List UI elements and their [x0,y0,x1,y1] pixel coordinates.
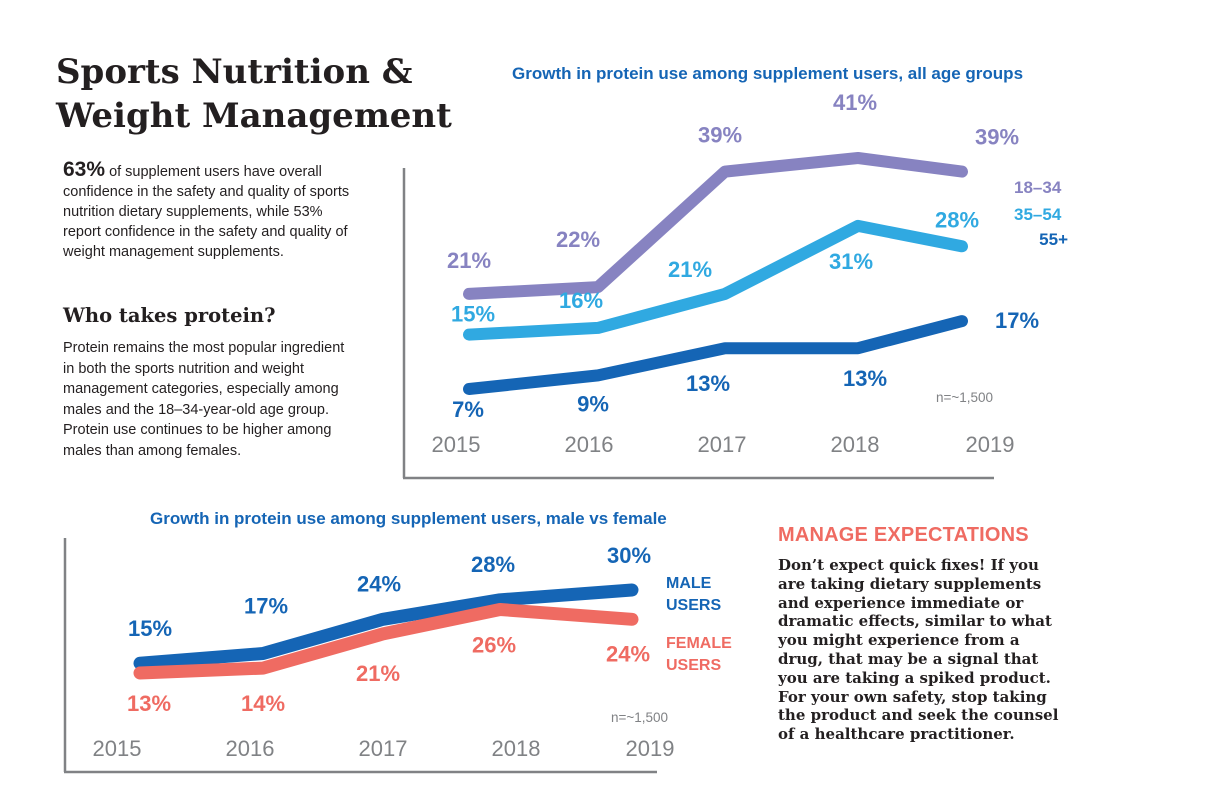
age-sample-note: n=~1,500 [936,390,993,405]
intro-text: of supplement users have overall confide… [63,164,350,260]
gender-data-label-0-0: 15% [128,616,172,641]
age-data-label-1-3: 31% [829,249,873,274]
age-data-label-2-3: 13% [843,366,887,391]
title-line-1: Sports Nutrition & [56,52,413,92]
chart-gender-title: Growth in protein use among supplement u… [150,509,667,528]
age-data-label-0-4: 39% [975,125,1019,150]
age-x-tick-2016: 2016 [565,432,614,457]
age-series-line-1 [463,219,968,341]
manage-heading: MANAGE EXPECTATIONS [778,524,1029,546]
gender-data-label-1-4: 24% [606,641,650,666]
manage-text: Don’t expect quick fixes! If you are tak… [778,556,1059,744]
chart-age-title: Growth in protein use among supplement u… [512,64,1024,83]
gender-x-tick-2016: 2016 [226,736,275,761]
age-legend-1: 35–54 [1014,205,1062,224]
age-data-label-0-1: 22% [556,227,600,252]
gender-sample-note: n=~1,500 [611,710,668,725]
age-data-label-1-2: 21% [668,257,712,282]
gender-legend-1: FEMALE USERS [666,635,732,674]
age-legend-2: 55+ [1039,230,1068,249]
gender-data-label-0-1: 17% [244,593,288,618]
gender-legend-0: MALE USERS [666,575,721,614]
intro-highlight: 63% [63,158,106,181]
gender-data-label-0-2: 24% [357,571,401,596]
protein-heading: Who takes protein? [63,304,276,327]
age-data-label-0-2: 39% [698,123,742,148]
gender-data-label-1-2: 21% [356,661,400,686]
age-data-label-2-1: 9% [577,391,609,416]
age-data-label-2-2: 13% [686,371,730,396]
title-line-2: Weight Management [56,96,452,136]
age-series-line-2 [463,315,968,395]
age-x-tick-2018: 2018 [831,432,880,457]
age-x-tick-2017: 2017 [698,432,747,457]
gender-x-tick-2019: 2019 [626,736,675,761]
age-data-label-0-3: 41% [833,90,877,115]
gender-series-line-0 [133,583,639,670]
gender-x-tick-2015: 2015 [93,736,142,761]
gender-data-label-0-3: 28% [471,552,515,577]
age-data-label-1-1: 16% [559,288,603,313]
gender-data-label-0-4: 30% [607,543,651,568]
protein-text: Protein remains the most popular ingredi… [63,340,345,459]
age-x-tick-2019: 2019 [966,432,1015,457]
age-data-label-2-0: 7% [452,397,484,422]
page-title: Sports Nutrition & Weight Management [56,50,476,138]
age-data-label-0-0: 21% [447,248,491,273]
age-data-label-1-0: 15% [451,302,495,327]
gender-x-tick-2018: 2018 [492,736,541,761]
age-x-tick-2015: 2015 [432,432,481,457]
intro-paragraph: 63% of supplement users have overall con… [63,158,353,262]
gender-data-label-1-3: 26% [472,633,516,658]
gender-series-line-1 [133,603,639,680]
gender-data-label-1-0: 13% [127,691,171,716]
age-data-label-1-4: 28% [935,207,979,232]
age-data-label-2-4: 17% [995,308,1039,333]
age-series-line-0 [463,152,968,300]
age-legend-0: 18–34 [1014,178,1062,197]
gender-x-tick-2017: 2017 [359,736,408,761]
gender-data-label-1-1: 14% [241,691,285,716]
